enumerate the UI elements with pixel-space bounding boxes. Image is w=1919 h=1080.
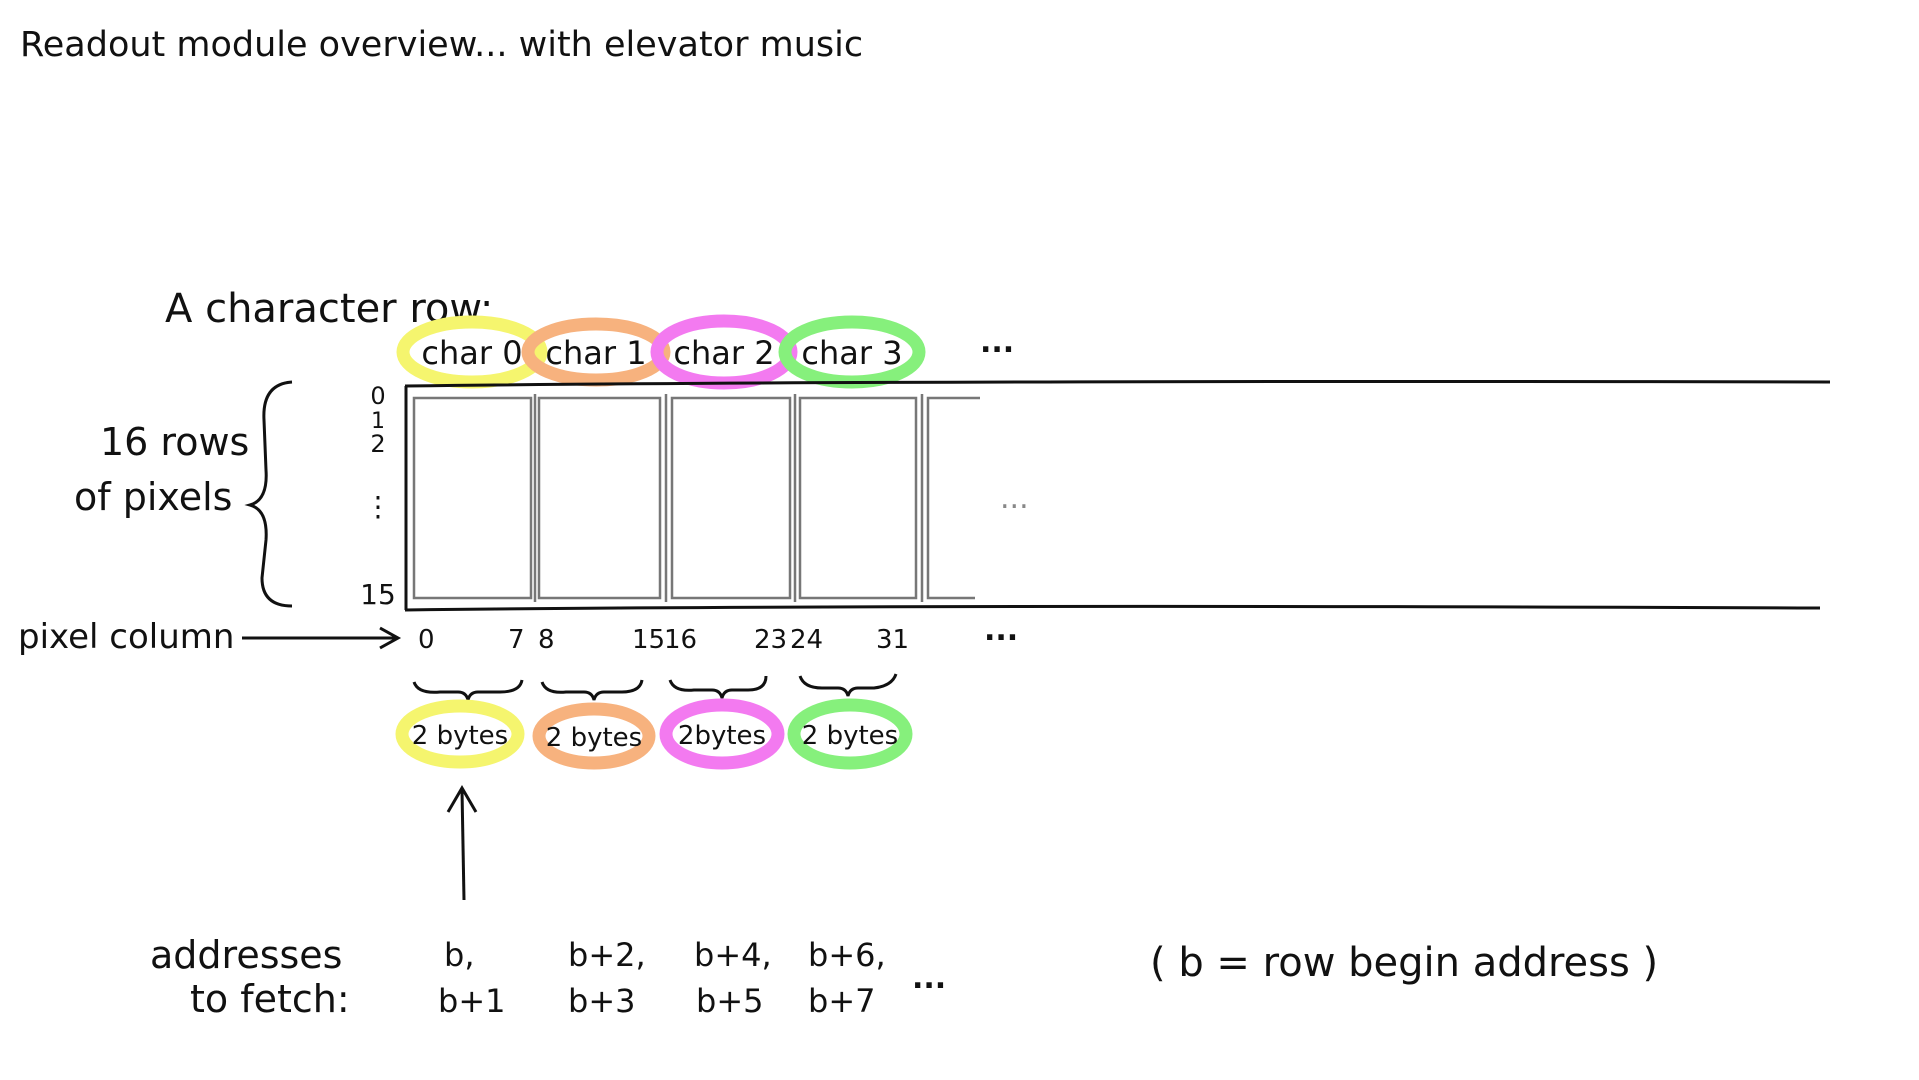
character-row-band [404, 380, 1831, 612]
addr-0-bottom: b+1 [438, 982, 505, 1020]
addr-1-bottom: b+3 [568, 982, 635, 1020]
addr-0-top: b, [444, 936, 474, 974]
char-0-label: char 0 [421, 334, 522, 372]
addr-2-top: b+4, [694, 936, 772, 974]
row-ticks: 0 1 2 ⋮ 15 [360, 382, 396, 611]
addr-2-bottom: b+5 [696, 982, 763, 1020]
pixel-column-arrow [242, 626, 402, 650]
cell-ellipsis: ... [1000, 481, 1029, 516]
col-0-start: 0 [418, 625, 435, 655]
row-tick-2: 2 [370, 430, 385, 458]
band-bottom-line [404, 604, 1821, 612]
bytes-2-label: 2bytes [678, 721, 766, 751]
addresses-label-line1: addresses [150, 933, 342, 977]
col-3-start: 24 [790, 625, 823, 655]
char-3-cell [798, 396, 918, 600]
row-tick-dots: ⋮ [364, 490, 392, 523]
bytes-1-label: 2 bytes [546, 723, 642, 753]
char-3-label: char 3 [801, 334, 902, 372]
col-0-end: 7 [508, 625, 525, 655]
bytes-3-highlight [787, 698, 913, 770]
char-cells [412, 394, 980, 602]
pixel-column-numbers: 0 7 8 15 16 23 24 31 ... [418, 613, 1018, 655]
bytes-0-highlight [395, 699, 525, 769]
char-0-cell [412, 396, 533, 600]
rows-label-line2: of pixels [74, 475, 232, 519]
rows-brace [244, 380, 293, 608]
row-tick-1: 1 [371, 409, 385, 434]
char-1-label: char 1 [545, 334, 646, 372]
bytes-1-highlight [532, 702, 656, 770]
char-2-label: char 2 [673, 334, 774, 372]
char-1-highlight [521, 317, 671, 387]
byte-labels: 2 bytes 2 bytes 2bytes 2 bytes [395, 698, 913, 770]
addr-1-top: b+2, [568, 936, 646, 974]
col-ellipsis: ... [984, 613, 1018, 648]
addr-3-bottom: b+7 [808, 982, 875, 1020]
band-top-line [404, 380, 1831, 388]
addresses-label-line2: to fetch: [190, 977, 350, 1021]
col-2-end: 23 [754, 625, 787, 655]
title: Readout module overview... with elevator… [20, 25, 863, 65]
col-3-end: 31 [876, 625, 909, 655]
bytes-2-highlight [659, 698, 785, 770]
char-1-cell [537, 396, 662, 600]
rows-label-line1: 16 rows [100, 420, 249, 464]
col-2-start: 16 [664, 625, 697, 655]
char-labels: char 0 char 1 char 2 char 3 ... [396, 314, 1014, 390]
addr-ellipsis: ... [912, 961, 946, 996]
byte-braces [412, 673, 898, 701]
col-1-start: 8 [538, 625, 555, 655]
bytes-3-label: 2 bytes [802, 721, 898, 751]
bytes-0-label: 2 bytes [412, 721, 508, 751]
row-begin-note: ( b = row begin address ) [1150, 940, 1658, 986]
fetch-arrow [446, 785, 478, 901]
addr-3-top: b+6, [808, 936, 886, 974]
pixel-column-label: pixel column [18, 617, 234, 657]
col-1-end: 15 [632, 625, 665, 655]
char-2-cell [670, 396, 792, 600]
char-0-highlight [396, 315, 548, 389]
row-tick-0: 0 [370, 382, 385, 410]
char-ellipsis: ... [980, 325, 1014, 360]
char-4-cell-partial [926, 396, 980, 600]
row-tick-15: 15 [360, 578, 396, 611]
fetch-addresses: b, b+1 b+2, b+3 b+4, b+5 b+6, b+7 ... [438, 936, 946, 1020]
